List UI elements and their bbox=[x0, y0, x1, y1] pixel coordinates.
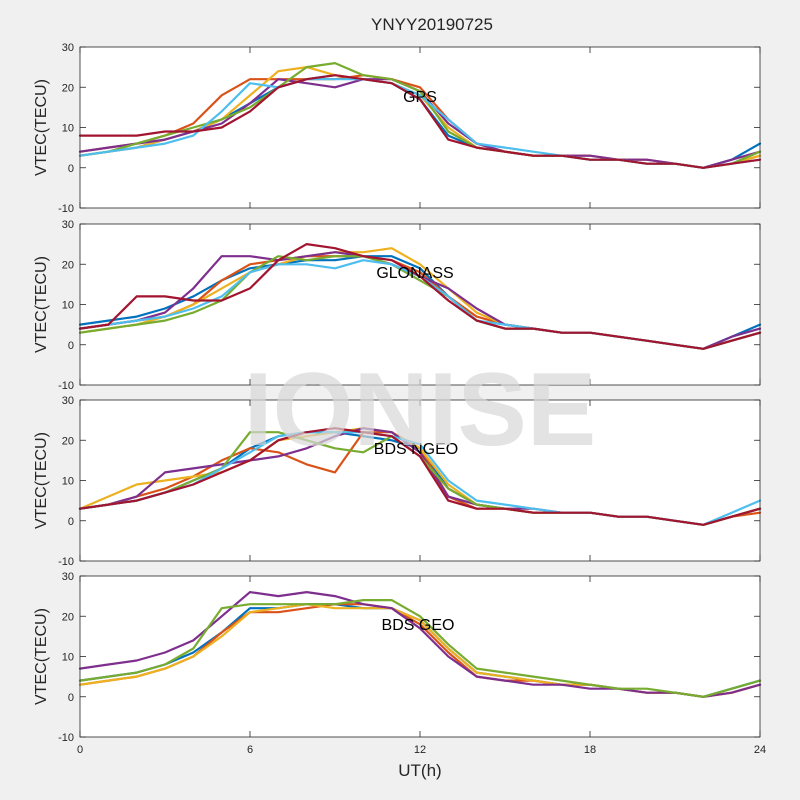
y-tick-label: -10 bbox=[58, 380, 74, 392]
y-tick-label: 0 bbox=[68, 163, 74, 175]
y-tick-label: 10 bbox=[62, 300, 74, 312]
x-tick-label: 0 bbox=[77, 744, 83, 756]
y-tick-label: 30 bbox=[62, 395, 74, 407]
x-axis-label: UT(h) bbox=[398, 761, 441, 780]
series-line-5 bbox=[78, 598, 762, 698]
watermark-text: IONISE bbox=[244, 352, 597, 468]
y-tick-label: 20 bbox=[62, 611, 74, 623]
panel-1: -10 0 10 20 30 VTEC(TECU) GPS bbox=[33, 42, 762, 215]
y-tick-label: 20 bbox=[62, 82, 74, 94]
y-tick-label: 10 bbox=[62, 123, 74, 135]
y-tick-label: 0 bbox=[68, 340, 74, 352]
y-tick-label: 10 bbox=[62, 652, 74, 664]
y-tick-label: 30 bbox=[62, 219, 74, 231]
panel-label: BDS GEO bbox=[382, 617, 455, 634]
series-group bbox=[78, 590, 762, 698]
series-line-7 bbox=[78, 427, 762, 526]
series-line-7 bbox=[78, 74, 762, 169]
series-line-4 bbox=[78, 590, 762, 698]
series-group bbox=[78, 61, 762, 169]
y-tick-label: 30 bbox=[62, 571, 74, 583]
panel-3: -10 0 10 20 30 VTEC(TECU) BDS NGEO bbox=[33, 395, 762, 568]
y-axis-label: VTEC(TECU) bbox=[33, 608, 50, 705]
y-tick-label: -10 bbox=[58, 203, 74, 215]
panel-label: GLONASS bbox=[376, 265, 453, 282]
series-line-7 bbox=[78, 243, 762, 350]
series-group bbox=[78, 243, 762, 350]
y-tick-label: 20 bbox=[62, 259, 74, 271]
panel-label: GPS bbox=[403, 89, 437, 106]
series-group bbox=[78, 427, 762, 526]
y-axis-label: VTEC(TECU) bbox=[33, 432, 50, 529]
panel-label: BDS NGEO bbox=[374, 441, 458, 458]
y-tick-label: 20 bbox=[62, 435, 74, 447]
y-tick-label: -10 bbox=[58, 732, 74, 744]
y-axis-label: VTEC(TECU) bbox=[33, 256, 50, 353]
x-tick-label: 6 bbox=[247, 744, 253, 756]
x-tick-label: 12 bbox=[414, 744, 426, 756]
y-axis-label: VTEC(TECU) bbox=[33, 79, 50, 176]
x-tick-label: 18 bbox=[584, 744, 596, 756]
y-tick-label: 0 bbox=[68, 516, 74, 528]
y-tick-label: -10 bbox=[58, 556, 74, 568]
x-tick-label: 24 bbox=[754, 744, 766, 756]
panel-2: -10 0 10 20 30 VTEC(TECU) GLONASS bbox=[33, 219, 762, 392]
figure-title: YNYY20190725 bbox=[371, 15, 493, 34]
y-tick-label: 30 bbox=[62, 42, 74, 54]
y-tick-label: 0 bbox=[68, 692, 74, 704]
y-tick-label: 10 bbox=[62, 476, 74, 488]
